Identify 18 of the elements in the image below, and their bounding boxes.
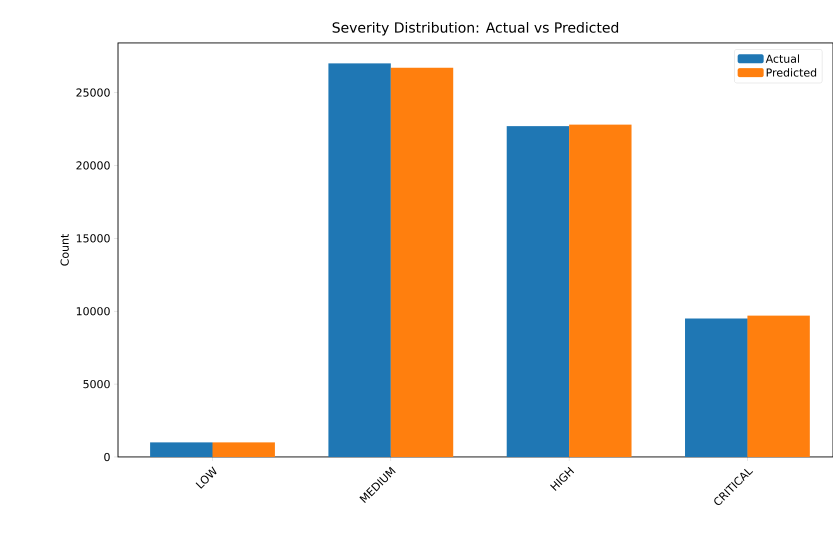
y-tick-label: 5000 [83,380,110,388]
bar [212,442,275,457]
y-tick-label: 15000 [76,234,110,242]
bar [747,316,810,457]
bar [569,124,632,457]
y-tick-label: 20000 [76,161,110,170]
y-tick-label: 25000 [76,88,110,97]
chart-title: Severity Distribution: Actual vs Predicted [332,22,618,36]
bar [150,442,213,457]
bar [506,126,570,457]
bar [685,318,748,457]
y-axis-title: Count [60,234,69,266]
bar [328,63,391,457]
y-tick-label: 0 [104,452,110,462]
bar [390,68,454,457]
legend-label: Actual [766,54,799,63]
legend-label: Predicted [766,68,816,77]
y-tick-label: 10000 [76,307,110,316]
